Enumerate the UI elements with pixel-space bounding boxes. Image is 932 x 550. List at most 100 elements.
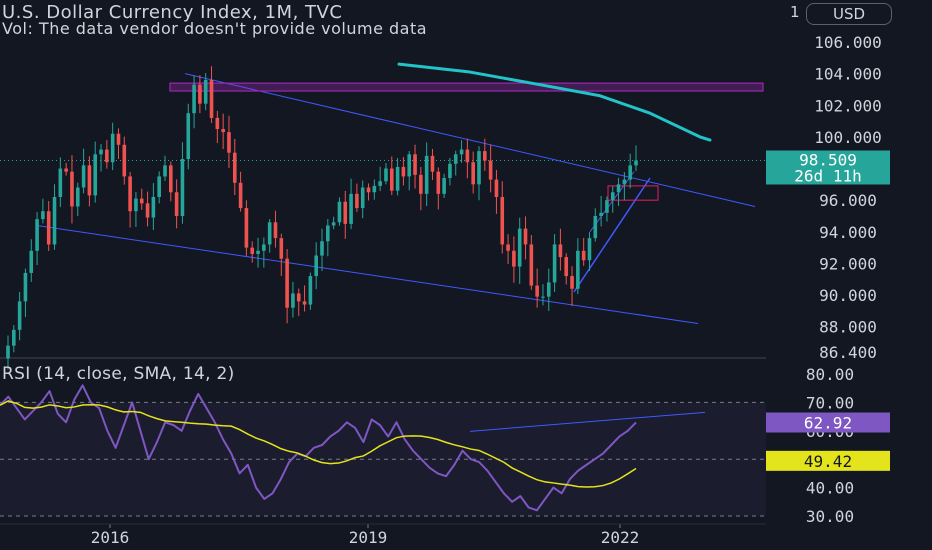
candle-body: [610, 192, 615, 201]
candle-body: [541, 296, 545, 298]
candle-body: [413, 154, 417, 175]
rsi-tick-label: 30.00: [806, 507, 854, 526]
scale-prefix: 1: [790, 3, 800, 21]
price-tick-label: 94.000: [819, 223, 877, 242]
candle-body: [221, 128, 225, 133]
candle-body: [442, 178, 446, 194]
candle-body: [506, 244, 510, 251]
currency-button[interactable]: USD: [806, 3, 892, 25]
candle-body: [448, 163, 452, 179]
candle-body: [70, 171, 74, 207]
candle-body: [52, 197, 57, 245]
candle-body: [628, 165, 632, 180]
uptrend-line: [573, 177, 651, 293]
candle-body: [512, 250, 516, 267]
candle-body: [471, 162, 475, 185]
candle-body: [134, 198, 138, 212]
candle-body: [570, 276, 574, 289]
candle-body: [262, 244, 266, 251]
volume-note: Vol: The data vendor doesn't provide vol…: [2, 19, 428, 38]
candle-body: [122, 144, 127, 177]
candle-body: [389, 168, 394, 191]
candle-body: [634, 160, 638, 166]
candle-body: [488, 160, 493, 180]
candle-body: [546, 282, 551, 297]
candle-body: [41, 211, 45, 220]
candle-body: [87, 165, 92, 196]
candle-body: [366, 187, 371, 193]
sma-value-tag: [766, 450, 890, 471]
candle-body: [64, 168, 68, 172]
candle-body: [343, 201, 348, 224]
candle-body: [180, 159, 185, 216]
candle-body: [523, 228, 528, 245]
candle-body: [267, 222, 272, 245]
candles: [6, 66, 638, 370]
candle-body: [337, 201, 342, 223]
candle-body: [483, 151, 487, 161]
rsi-tick-label: 80.00: [806, 365, 854, 384]
bar-countdown: 26d 11h: [794, 166, 861, 185]
price-tick-label: 92.000: [819, 254, 877, 273]
sma-value: 49.42: [804, 452, 852, 471]
price-tick-label: 100.000: [814, 128, 881, 147]
candle-body: [192, 84, 196, 114]
rsi-sma-line: [0, 400, 637, 488]
candle-body: [250, 247, 255, 254]
candle-body: [331, 222, 336, 226]
price-tick-label: 106.000: [814, 33, 881, 52]
candle-body: [465, 149, 470, 163]
candle-body: [599, 212, 603, 216]
candle-body: [605, 200, 609, 213]
price-tick-label: 96.000: [819, 191, 877, 210]
last-price-value: 98.509: [799, 150, 857, 169]
moving-average-line: [397, 62, 712, 142]
price-tick-label: 104.000: [814, 65, 881, 84]
candle-body: [46, 211, 51, 245]
candle-body: [372, 185, 377, 193]
rsi-line: [0, 384, 637, 512]
candle-body: [58, 168, 63, 197]
channel-lower-line: [36, 224, 699, 325]
candle-body: [163, 165, 167, 177]
candle-body: [29, 250, 34, 273]
candle-body: [535, 285, 539, 297]
candle-body: [174, 192, 179, 216]
time-tick-label: 2016: [91, 528, 130, 547]
candle-body: [23, 272, 28, 302]
candle-body: [326, 225, 330, 242]
candle-body: [285, 258, 289, 308]
price-axis: 106.000 104.000 102.000 100.000 96.000 94.000…: [766, 33, 890, 526]
candle-body: [314, 255, 318, 277]
candle-body: [349, 193, 353, 224]
candle-body: [419, 174, 423, 194]
rsi-value-tag: [766, 412, 890, 433]
rsi-value: 62.92: [804, 414, 852, 433]
candle-body: [12, 329, 16, 346]
candle-body: [593, 215, 598, 239]
last-price-tag: [766, 150, 890, 185]
rsi-tick-label: 40.00: [806, 479, 854, 498]
candle-body: [552, 244, 557, 283]
candle-body: [99, 149, 103, 155]
price-tick-label: 88.000: [819, 318, 877, 337]
candle-body: [296, 293, 301, 302]
candle-body: [209, 79, 214, 118]
candle-body: [378, 181, 382, 186]
candle-body: [395, 166, 400, 191]
candle-body: [151, 197, 156, 218]
rsi-divergence-line: [469, 411, 706, 432]
candle-body: [587, 238, 592, 261]
candle-body: [616, 184, 621, 193]
candle-body: [198, 84, 202, 104]
candle-body: [581, 250, 586, 261]
candle-body: [500, 197, 505, 245]
channel-upper-line: [184, 73, 756, 207]
target-box: [607, 185, 659, 201]
candle-body: [384, 168, 388, 182]
price-tick-label: 86.400: [819, 343, 877, 362]
candle-body: [564, 257, 569, 277]
candle-body: [622, 179, 627, 185]
candle-body: [424, 155, 429, 194]
